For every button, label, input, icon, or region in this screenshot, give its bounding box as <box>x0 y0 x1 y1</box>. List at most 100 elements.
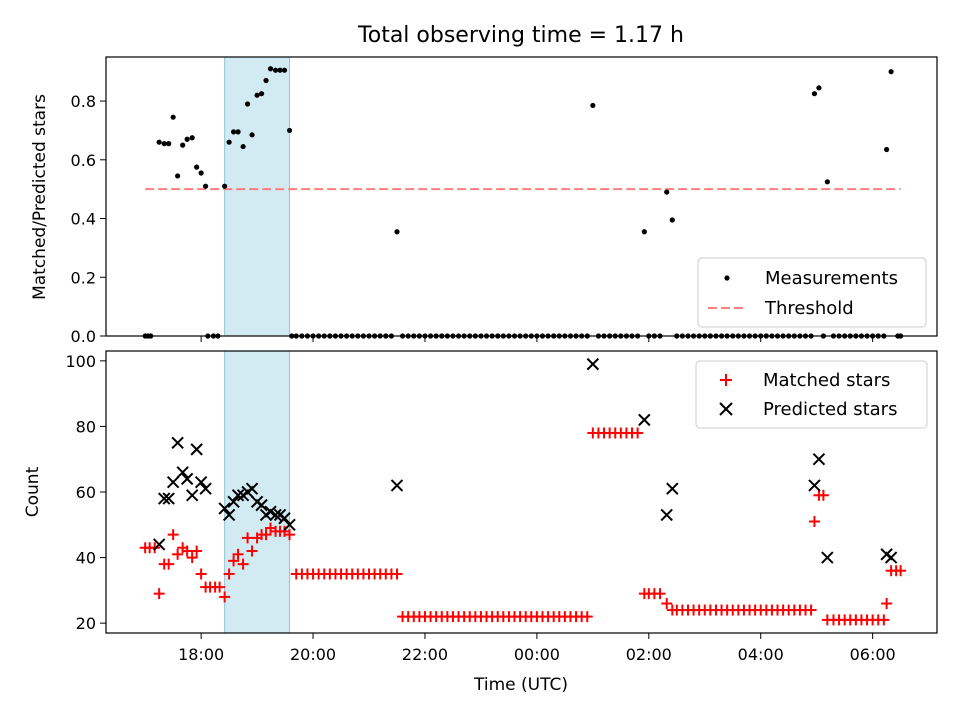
measurement-point <box>254 92 260 98</box>
top-y-tick-label: 0.2 <box>71 268 96 287</box>
measurement-point <box>811 91 818 97</box>
legend-label-predicted: Predicted stars <box>763 399 897 420</box>
measurement-point <box>281 67 288 73</box>
matched-star-point <box>172 548 184 560</box>
top-y-axis-label: Matched/Predicted stars <box>30 94 50 300</box>
matched-star-point <box>654 588 666 600</box>
measurement-point <box>180 142 186 148</box>
predicted-star-point <box>808 479 821 492</box>
measurement-point <box>184 136 190 142</box>
measurement-point <box>267 66 274 72</box>
matched-star-point <box>805 604 817 616</box>
predicted-star-point <box>638 413 651 427</box>
measurement-point <box>235 129 241 135</box>
predicted-star-point <box>283 518 296 531</box>
measurement-point <box>222 183 228 189</box>
matched-star-point <box>228 555 240 567</box>
predicted-star-point <box>176 466 189 479</box>
legend-marker-measurements <box>724 275 730 281</box>
predicted-star-point <box>390 479 404 492</box>
predicted-star-point <box>666 482 679 495</box>
top-y-tick-label: 0.6 <box>71 151 96 170</box>
matched-star-point <box>191 545 203 557</box>
measurement-point <box>161 141 167 147</box>
predicted-star-point <box>660 508 673 522</box>
x-tick-label: 06:00 <box>850 645 896 664</box>
predicted-star-point <box>190 443 203 456</box>
measurement-point <box>824 179 830 185</box>
top-legend-box <box>697 257 927 328</box>
measurement-point <box>272 67 279 73</box>
predicted-star-point <box>255 498 268 512</box>
measurement-point <box>394 229 400 235</box>
measurement-point <box>203 183 209 189</box>
measurement-point <box>194 164 200 170</box>
matched-star-point <box>242 532 254 544</box>
measurement-point <box>816 85 822 91</box>
bottom-y-axis-label: Count <box>23 466 43 517</box>
predicted-star-point <box>812 453 826 466</box>
top-y-tick-label: 0.8 <box>71 92 96 111</box>
legend-label-measurements: Measurements <box>765 268 898 289</box>
predicted-star-point <box>227 495 240 509</box>
matched-star-point <box>817 489 829 501</box>
bottom-legend-box <box>695 360 928 429</box>
top-legend: Measurements Threshold <box>697 257 927 328</box>
bottom-y-ticks: 20 40 60 80 100 <box>65 352 106 633</box>
bottom-y-tick-label: 40 <box>76 549 96 568</box>
measurement-point <box>156 139 162 145</box>
top-x-tick-marks <box>200 336 874 342</box>
measurement-point <box>189 135 195 141</box>
measurement-point <box>888 69 894 75</box>
matched-star-point <box>246 545 258 557</box>
matched-star-point <box>167 529 179 541</box>
bottom-y-tick-label: 80 <box>76 417 96 436</box>
measurement-point <box>641 229 647 235</box>
top-y-tick-label: 0.4 <box>71 210 96 229</box>
measurement-point <box>277 67 283 73</box>
measurement-point <box>263 77 269 84</box>
predicted-star-point <box>171 436 184 450</box>
measurement-point <box>884 146 890 153</box>
matched-star-point <box>163 558 175 570</box>
measurement-point <box>249 132 255 138</box>
top-y-tick-label: 0.0 <box>71 327 96 346</box>
matched-star-point <box>219 591 231 603</box>
predicted-star-point <box>278 512 291 525</box>
matched-star-point <box>214 581 226 593</box>
measurement-point <box>244 101 251 107</box>
matched-star-point <box>878 614 890 626</box>
predicted-star-point <box>152 538 166 551</box>
matched-star-point <box>881 597 893 609</box>
predicted-star-point <box>162 492 175 505</box>
matched-star-point <box>260 529 272 541</box>
x-tick-label: 20:00 <box>290 645 336 664</box>
measurement-point <box>669 217 675 223</box>
predicted-star-point <box>180 472 194 486</box>
measurement-point <box>226 139 232 145</box>
x-tick-label: 02:00 <box>626 645 672 664</box>
top-shaded-region <box>224 56 291 337</box>
matched-star-point <box>223 568 235 580</box>
predicted-star-point <box>194 475 208 489</box>
predicted-star-point <box>185 489 199 502</box>
predicted-star-point <box>884 551 898 564</box>
matched-star-point <box>186 552 198 564</box>
chart-title: Total observing time = 1.17 h <box>357 23 684 48</box>
bottom-y-tick-label: 100 <box>65 352 96 371</box>
bottom-y-tick-label: 20 <box>76 614 96 633</box>
matched-star-point <box>391 568 403 580</box>
measurement-point <box>258 91 265 97</box>
measurement-point <box>664 189 670 195</box>
predicted-star-point <box>222 508 236 522</box>
predicted-star-points <box>152 357 898 564</box>
bottom-x-ticks: 18:00 20:00 22:00 00:00 02:00 04:00 06:00 <box>178 633 896 664</box>
top-panel: 0.00.20.40.60.8 Matched/Predicted stars … <box>30 56 938 346</box>
top-axes-frame <box>105 56 938 337</box>
matched-star-point <box>153 588 165 600</box>
bottom-panel: 20 40 60 80 100 18:00 20:00 22:00 00:00 02:00 04:… <box>23 350 938 695</box>
predicted-star-point <box>218 502 231 515</box>
x-tick-label: 18:00 <box>178 645 224 664</box>
predicted-star-point <box>166 475 180 489</box>
matched-star-point <box>181 545 193 557</box>
